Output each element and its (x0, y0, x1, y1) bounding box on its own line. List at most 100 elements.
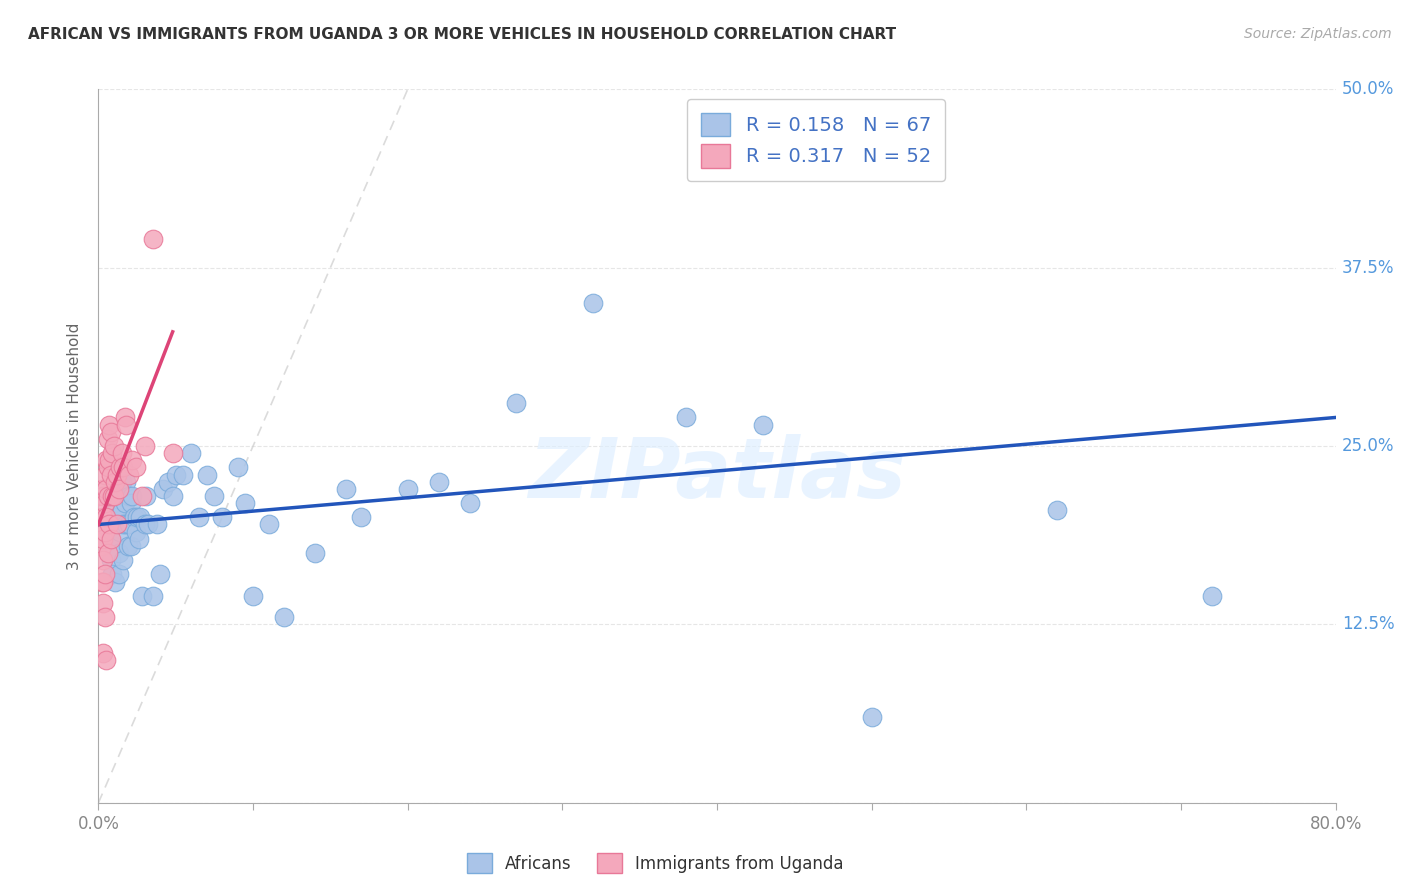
Point (129, 510, 152, 524)
Point (1201, 589, 1223, 603)
Point (104, 475, 127, 489)
Point (505, 396, 527, 410)
Point (90, 510, 112, 524)
Point (582, 296, 605, 310)
Point (141, 232, 165, 246)
Point (103, 439, 125, 453)
Point (131, 589, 153, 603)
Point (96, 489, 118, 503)
Point (108, 489, 131, 503)
Point (120, 539, 142, 553)
Point (100, 425, 122, 439)
Point (149, 567, 172, 582)
Point (675, 410, 697, 425)
Point (233, 496, 257, 510)
Legend: Africans, Immigrants from Uganda: Africans, Immigrants from Uganda (460, 847, 851, 880)
Point (122, 510, 145, 524)
Point (157, 475, 180, 489)
Point (242, 589, 264, 603)
Point (98, 453, 121, 467)
Point (134, 517, 156, 532)
Point (93, 467, 115, 482)
Point (124, 460, 146, 475)
Point (100, 467, 122, 482)
Point (104, 574, 127, 589)
Point (100, 532, 122, 546)
Point (91, 574, 114, 589)
Point (115, 417, 138, 432)
Point (105, 517, 128, 532)
Point (93, 496, 115, 510)
Point (121, 489, 143, 503)
Point (91, 532, 114, 546)
Point (114, 496, 136, 510)
Point (93, 567, 115, 582)
Point (91, 553, 114, 567)
Point (180, 446, 202, 460)
Point (89, 489, 111, 503)
Point (118, 489, 141, 503)
Point (107, 567, 129, 582)
Point (211, 510, 233, 524)
Point (96, 510, 118, 524)
Point (111, 446, 132, 460)
Point (396, 482, 419, 496)
Point (93, 524, 115, 539)
Point (257, 517, 280, 532)
Point (127, 510, 149, 524)
Text: 50.0%: 50.0% (1341, 80, 1395, 98)
Point (335, 482, 357, 496)
Point (134, 439, 156, 453)
Point (96, 482, 118, 496)
Point (91, 596, 114, 610)
Point (350, 510, 373, 524)
Point (131, 489, 153, 503)
Point (90, 482, 112, 496)
Point (172, 467, 194, 482)
Point (101, 489, 124, 503)
Point (152, 482, 174, 496)
Point (107, 546, 129, 560)
Point (91, 510, 114, 524)
Point (103, 489, 125, 503)
Point (101, 567, 124, 582)
Point (90, 539, 112, 553)
Point (98, 517, 121, 532)
Point (162, 446, 184, 460)
Point (752, 417, 775, 432)
Point (128, 532, 150, 546)
Point (124, 524, 146, 539)
Point (860, 710, 883, 724)
Point (111, 475, 132, 489)
Point (195, 467, 218, 482)
Point (117, 539, 139, 553)
Point (98, 417, 121, 432)
Point (165, 467, 187, 482)
Point (93, 610, 115, 624)
Point (112, 460, 135, 475)
Point (121, 453, 143, 467)
Point (115, 475, 138, 489)
Point (162, 489, 184, 503)
Point (114, 410, 136, 425)
Point (120, 496, 142, 510)
Text: ZIPatlas: ZIPatlas (529, 434, 905, 515)
Point (427, 475, 450, 489)
Point (97, 460, 120, 475)
Point (100, 553, 122, 567)
Point (91, 646, 114, 660)
Point (98, 532, 121, 546)
Point (105, 467, 128, 482)
Point (118, 467, 141, 482)
Point (204, 489, 226, 503)
Point (273, 610, 295, 624)
Point (108, 524, 131, 539)
Point (105, 510, 128, 524)
Point (188, 510, 211, 524)
Point (115, 517, 138, 532)
Point (90, 574, 112, 589)
Point (1046, 503, 1069, 517)
Point (103, 539, 125, 553)
Point (97, 546, 120, 560)
Point (118, 517, 141, 532)
